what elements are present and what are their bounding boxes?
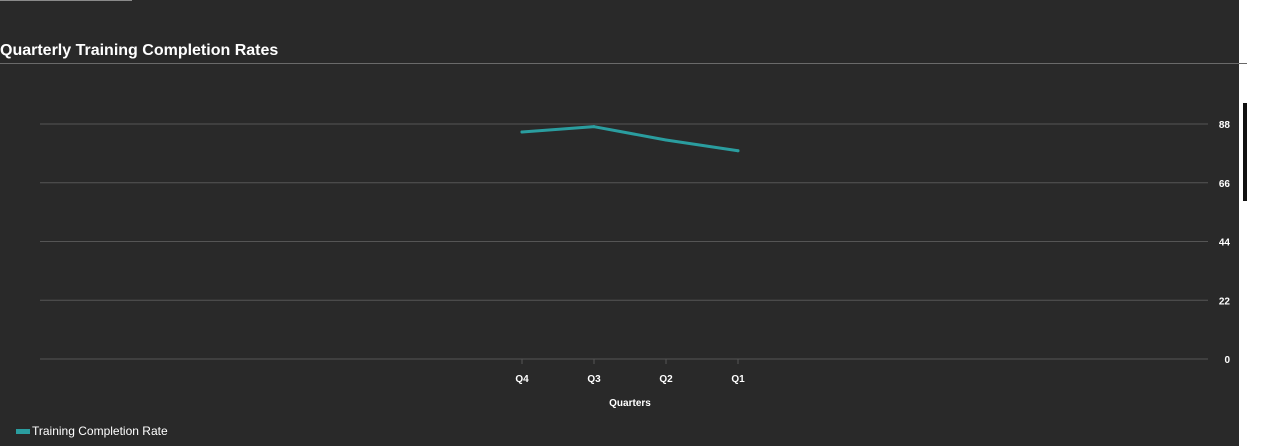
y-tick-label: 0 xyxy=(1224,355,1230,366)
x-axis-title: Quarters xyxy=(609,398,651,409)
y-tick-label: 44 xyxy=(1219,238,1231,249)
data-point xyxy=(736,149,740,153)
legend-label: Training Completion Rate xyxy=(32,424,168,438)
top-tab-indicator xyxy=(0,0,132,1)
data-point xyxy=(664,138,668,142)
y-tick-label: 22 xyxy=(1219,296,1231,307)
y-tick-label: 88 xyxy=(1219,120,1231,131)
x-tick-label: Q2 xyxy=(659,374,673,385)
x-tick-label: Q1 xyxy=(731,374,745,385)
data-point xyxy=(592,125,596,129)
legend[interactable]: Training Completion Rate xyxy=(16,424,168,438)
series-line xyxy=(520,125,740,153)
legend-swatch xyxy=(16,428,30,434)
panel-edge-tick xyxy=(1239,63,1247,64)
data-point xyxy=(520,130,524,134)
y-tick-label: 66 xyxy=(1219,179,1231,190)
line-chart: 0 22 44 66 88 Q4 Q3 Q2 Q1 Quarters xyxy=(40,120,1231,409)
chart-panel: Quarterly Training Completion Rates 0 22 4… xyxy=(0,0,1239,446)
title-divider xyxy=(0,63,1239,64)
x-tick-label: Q4 xyxy=(515,374,529,385)
x-tick-label: Q3 xyxy=(587,374,601,385)
scrollbar-thumb[interactable] xyxy=(1243,103,1247,201)
chart-title: Quarterly Training Completion Rates xyxy=(0,42,279,59)
